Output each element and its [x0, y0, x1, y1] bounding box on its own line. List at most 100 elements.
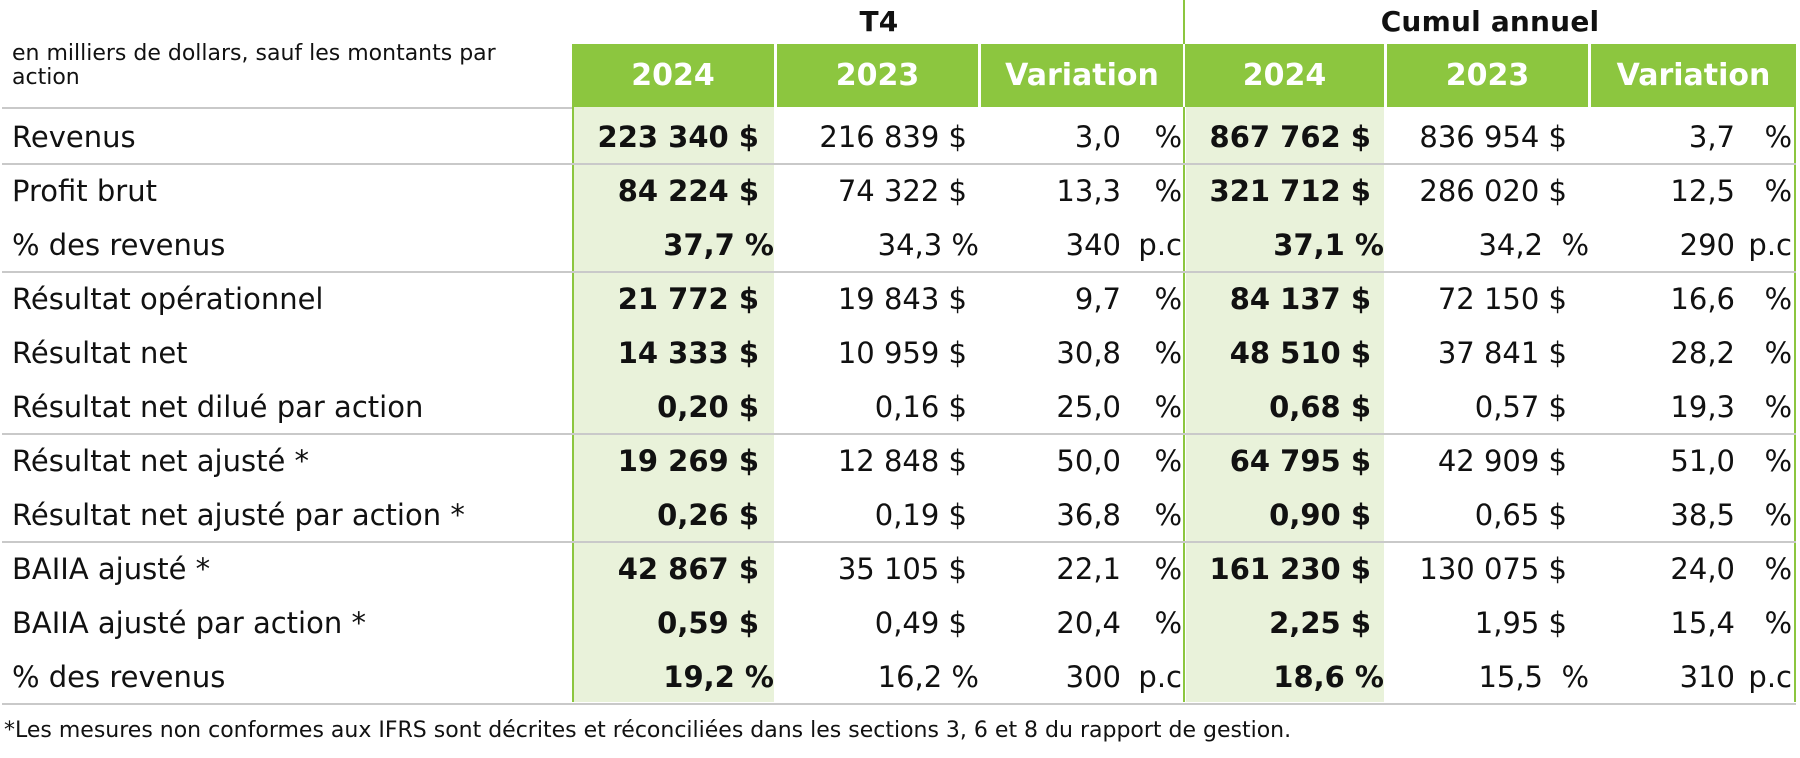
ytd-variation-value: 28,2: [1670, 336, 1735, 370]
header-rule: [2, 107, 572, 109]
ytd-2023-value: 15,5 %: [1478, 660, 1589, 694]
ytd-2024-value: 37,1 %: [1273, 228, 1384, 262]
col-header-ytd-2024: 2024: [1185, 44, 1384, 107]
ytd-2023-value: 42 909 $: [1437, 444, 1567, 478]
row-label: BAIIA ajusté *: [12, 552, 211, 586]
q4-variation-unit: %: [1154, 336, 1182, 370]
ytd-2023-value: 72 150 $: [1437, 282, 1567, 316]
ytd-variation-unit: %: [1764, 120, 1792, 154]
q4-variation-unit: %: [1154, 606, 1182, 640]
ytd-variation-unit: %: [1764, 606, 1792, 640]
q4-2023-value: 16,2 %: [877, 660, 979, 694]
ytd-2024-value: 321 712 $: [1209, 174, 1371, 208]
ytd-2023-value: 0,57 $: [1474, 390, 1567, 424]
table-row: Revenus 223 340 $ 216 839 $ 3,0% 867 762 $ 83…: [0, 110, 1800, 164]
row-label: Résultat net ajusté *: [12, 444, 310, 478]
q4-2023-value: 216 839 $: [819, 120, 967, 154]
q4-variation-value: 36,8: [1056, 498, 1121, 532]
q4-2024-value: 84 224 $: [617, 174, 759, 208]
ytd-variation-value: 16,6: [1670, 282, 1735, 316]
group-divider: [1183, 0, 1185, 44]
ytd-variation-value: 12,5: [1670, 174, 1735, 208]
ytd-variation-unit: %: [1764, 498, 1792, 532]
q4-variation-value: 3,0: [1074, 120, 1121, 154]
q4-variation-value: 9,7: [1074, 282, 1121, 316]
table-bottom-rule: [2, 703, 1796, 705]
row-label: BAIIA ajusté par action *: [12, 606, 366, 640]
ytd-variation-value: 38,5: [1670, 498, 1735, 532]
q4-2024-value: 37,7 %: [663, 228, 774, 262]
q4-2023-value: 0,49 $: [874, 606, 967, 640]
table-row: % des revenus 37,7 % 34,3 % 340 p.c 37,1 % 34,…: [0, 218, 1800, 272]
q4-2023-value: 19 843 $: [837, 282, 967, 316]
table-row: Résultat opérationnel 21 772 $ 19 843 $ 9,7…: [0, 272, 1800, 326]
column-rule-right: [1794, 44, 1796, 702]
ytd-2024-value: 161 230 $: [1209, 552, 1371, 586]
unit-label: en milliers de dollars, sauf les montant…: [12, 41, 496, 90]
ytd-variation-value: 3,7: [1688, 120, 1735, 154]
ytd-2024-value: 84 137 $: [1229, 282, 1371, 316]
q4-variation-value: 22,1: [1056, 552, 1121, 586]
q4-2024-value: 42 867 $: [617, 552, 759, 586]
row-label: Résultat opérationnel: [12, 282, 324, 316]
group-header-ytd: Cumul annuel: [1380, 5, 1600, 38]
row-group-separator: [2, 433, 1796, 435]
ytd-2023-value: 130 075 $: [1419, 552, 1567, 586]
q4-variation-unit: %: [1154, 174, 1182, 208]
row-label: Résultat net ajusté par action *: [12, 498, 465, 532]
q4-2024-value: 19,2 %: [663, 660, 774, 694]
ytd-variation-value: 15,4: [1670, 606, 1735, 640]
row-label: Résultat net: [12, 336, 188, 370]
q4-2024-value: 19 269 $: [617, 444, 759, 478]
q4-2023-value: 0,19 $: [874, 498, 967, 532]
q4-2024-value: 14 333 $: [617, 336, 759, 370]
footnote: *Les mesures non conformes aux IFRS sont…: [4, 718, 1292, 743]
ytd-variation-unit: %: [1764, 390, 1792, 424]
ytd-variation-unit: %: [1764, 282, 1792, 316]
q4-variation-value: 30,8: [1056, 336, 1121, 370]
ytd-variation-value: 24,0: [1670, 552, 1735, 586]
q4-variation-unit: p.c: [1138, 228, 1182, 262]
table-row: BAIIA ajusté * 42 867 $ 35 105 $ 22,1% 161 2…: [0, 542, 1800, 596]
table-row: % des revenus 19,2 % 16,2 % 300 p.c 18,6 % 15,…: [0, 650, 1800, 704]
row-group-separator: [2, 163, 1796, 165]
q4-variation-unit: %: [1154, 282, 1182, 316]
ytd-2024-value: 2,25 $: [1269, 606, 1371, 640]
ytd-variation-value: 310: [1679, 660, 1735, 694]
row-label: % des revenus: [12, 660, 226, 694]
q4-2024-value: 0,26 $: [657, 498, 759, 532]
row-label: Revenus: [12, 120, 136, 154]
ytd-variation-unit: %: [1764, 336, 1792, 370]
ytd-variation-unit: %: [1764, 174, 1792, 208]
table-row: Résultat net dilué par action 0,20 $ 0,16 …: [0, 380, 1800, 434]
ytd-2023-value: 0,65 $: [1474, 498, 1567, 532]
row-label: Résultat net dilué par action: [12, 390, 424, 424]
q4-variation-unit: %: [1154, 552, 1182, 586]
ytd-variation-unit: p.c: [1748, 228, 1792, 262]
q4-2024-value: 0,59 $: [657, 606, 759, 640]
highlight-column-q4-2024: [574, 107, 774, 702]
ytd-variation-unit: p.c: [1748, 660, 1792, 694]
table-row: BAIIA ajusté par action * 0,59 $ 0,49 $ 20,…: [0, 596, 1800, 650]
q4-variation-value: 13,3: [1056, 174, 1121, 208]
row-group-separator: [2, 541, 1796, 543]
q4-variation-value: 340: [1065, 228, 1121, 262]
ytd-2023-value: 286 020 $: [1419, 174, 1567, 208]
ytd-2024-value: 18,6 %: [1273, 660, 1384, 694]
q4-2023-value: 34,3 %: [877, 228, 979, 262]
ytd-2023-value: 37 841 $: [1437, 336, 1567, 370]
q4-variation-unit: %: [1154, 498, 1182, 532]
col-header-ytd-2023: 2023: [1387, 44, 1588, 107]
q4-2023-value: 10 959 $: [837, 336, 967, 370]
ytd-2023-value: 34,2 %: [1478, 228, 1589, 262]
ytd-2024-value: 867 762 $: [1209, 120, 1371, 154]
ytd-2024-value: 0,68 $: [1269, 390, 1371, 424]
q4-2023-value: 0,16 $: [874, 390, 967, 424]
q4-variation-unit: %: [1154, 120, 1182, 154]
q4-variation-value: 50,0: [1056, 444, 1121, 478]
q4-variation-unit: %: [1154, 444, 1182, 478]
ytd-variation-value: 290: [1679, 228, 1735, 262]
q4-2024-value: 223 340 $: [597, 120, 759, 154]
q4-variation-value: 20,4: [1056, 606, 1121, 640]
